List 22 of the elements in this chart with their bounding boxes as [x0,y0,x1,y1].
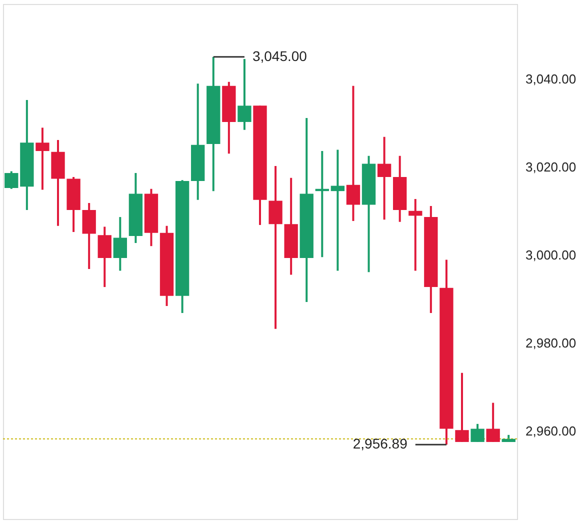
annotation: 3,045.00 [252,48,308,64]
annotation: 2,956.89 [352,436,408,452]
y-tick-label: 3,000.00 [526,247,576,262]
y-tick-label: 2,960.00 [526,423,576,438]
candlestick [486,402,500,443]
candlestick [330,148,345,272]
candlestick [455,372,469,443]
candlestick [268,164,282,330]
candlestick [113,216,127,272]
candlestick [470,422,484,443]
candlestick [98,226,112,288]
y-tick-label: 2,980.00 [526,335,576,350]
candlestick [408,198,422,272]
candlestick [238,58,252,131]
candlestick [315,150,329,258]
candlestick [346,84,360,222]
y-tick-label: 3,020.00 [526,159,576,174]
candlestick [377,136,392,221]
y-tick-label: 3,040.00 [526,71,576,86]
candlestick [36,126,50,191]
candlestick [82,202,96,270]
candlestick [4,170,18,190]
